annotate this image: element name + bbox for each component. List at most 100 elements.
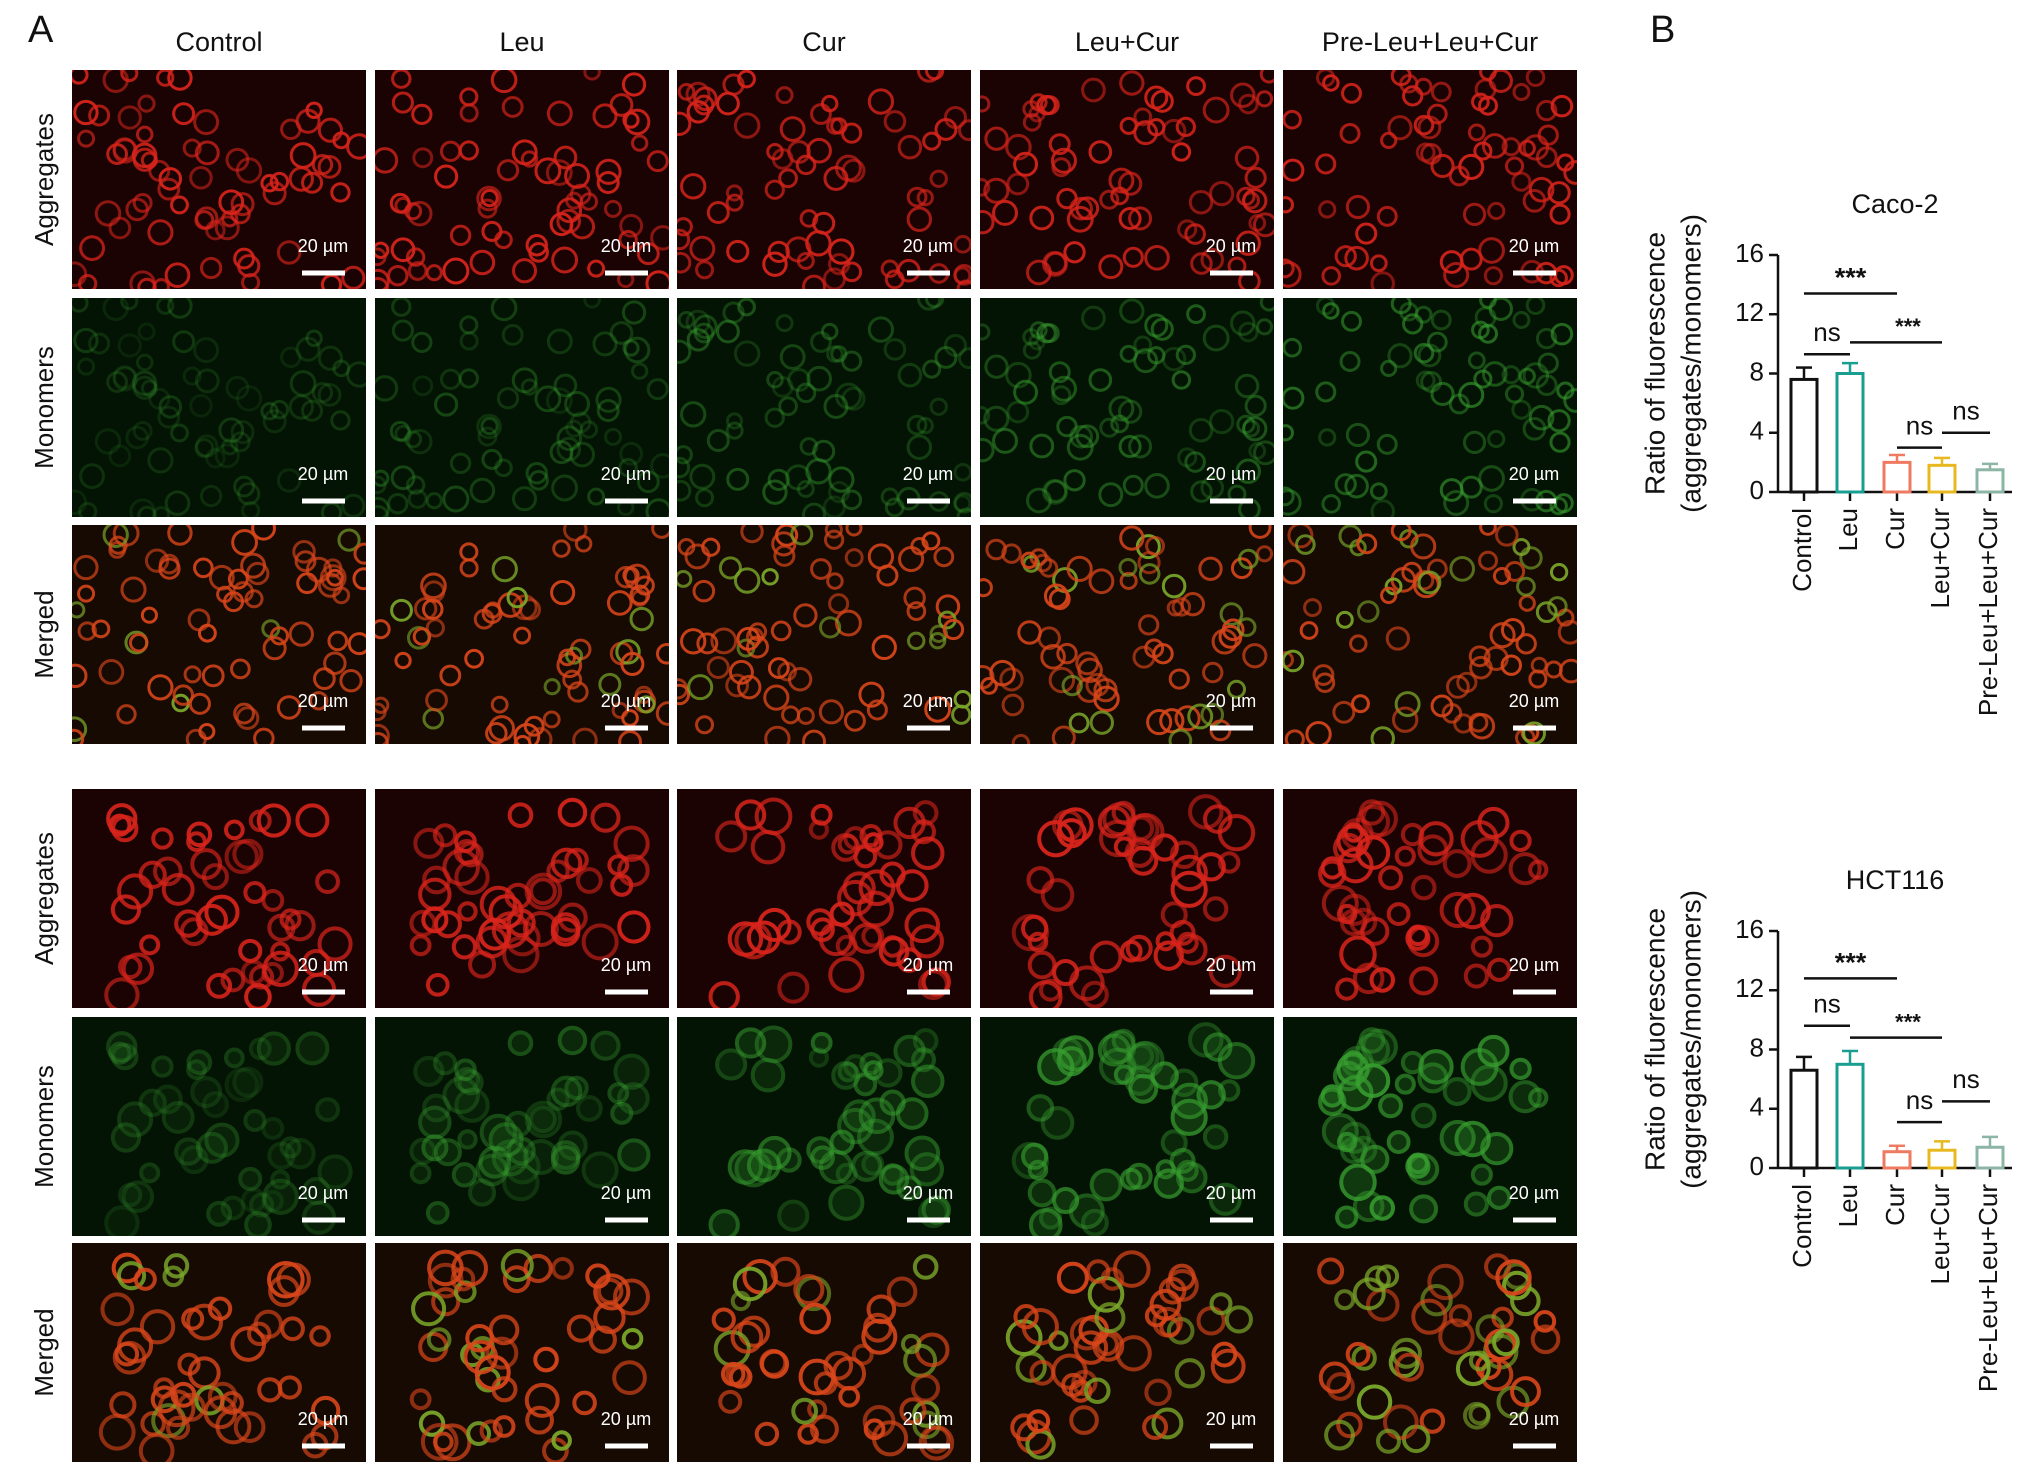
cell <box>553 373 578 398</box>
cell <box>1510 1376 1541 1408</box>
cell <box>1335 1205 1359 1229</box>
cell <box>102 298 129 321</box>
cell <box>194 210 215 230</box>
cell <box>1483 494 1503 514</box>
cell <box>1117 171 1143 196</box>
micrograph: 20 µm <box>980 1017 1274 1236</box>
cell <box>617 1082 650 1115</box>
cell <box>1525 298 1546 315</box>
cell <box>418 1105 452 1140</box>
y-tick-label: 12 <box>1735 973 1764 1003</box>
cell <box>1217 813 1256 852</box>
cell <box>1335 977 1359 1001</box>
cell <box>545 387 573 414</box>
cell <box>110 1122 142 1153</box>
cell <box>1122 246 1144 268</box>
cell <box>511 486 538 512</box>
cell <box>677 445 693 465</box>
cell <box>375 619 391 640</box>
cell <box>677 217 693 237</box>
cell <box>1088 568 1115 595</box>
cell <box>1236 414 1256 435</box>
cell <box>267 1141 296 1170</box>
cell <box>1037 820 1075 858</box>
cell <box>680 173 707 200</box>
cell <box>1081 77 1106 103</box>
cell <box>1066 555 1093 582</box>
cell <box>172 102 196 126</box>
cell <box>1467 351 1486 370</box>
cell <box>906 434 933 460</box>
cell <box>1202 96 1230 124</box>
row-label: Monomers <box>29 1065 59 1188</box>
cell <box>1150 317 1174 341</box>
cell <box>457 841 484 868</box>
micrograph: 20 µm <box>980 70 1274 289</box>
cell <box>1370 726 1395 744</box>
cell <box>172 330 196 354</box>
cell <box>251 525 277 541</box>
cell <box>1391 706 1419 733</box>
cell <box>777 1199 810 1232</box>
cell <box>916 298 942 311</box>
cell <box>295 1031 330 1066</box>
cell <box>121 952 155 985</box>
cell <box>1518 367 1536 385</box>
significance-label: *** <box>1895 1009 1921 1034</box>
cell <box>148 159 171 182</box>
cell <box>677 479 692 502</box>
micrograph: 20 µm <box>677 525 971 744</box>
cell <box>587 487 606 506</box>
cell <box>1242 419 1261 438</box>
cell <box>158 557 181 580</box>
cell <box>78 274 98 289</box>
cell <box>553 145 578 170</box>
cell <box>490 695 509 714</box>
cells <box>677 298 971 517</box>
cell <box>1050 375 1077 402</box>
cell <box>1202 896 1229 922</box>
cell <box>289 142 317 169</box>
cell <box>858 869 896 907</box>
scale-bar-label: 20 µm <box>903 464 953 484</box>
cell <box>1040 644 1066 670</box>
cell <box>511 258 538 284</box>
cell <box>677 683 691 706</box>
cell <box>425 973 450 997</box>
cell <box>1443 489 1470 516</box>
micrograph: 20 µm <box>375 298 669 517</box>
cell <box>406 428 433 455</box>
cell <box>1426 331 1448 353</box>
cell <box>533 1346 559 1373</box>
cell <box>835 382 862 410</box>
cell <box>730 1320 764 1354</box>
cell <box>1226 679 1247 699</box>
cell <box>1128 434 1153 459</box>
cell <box>808 819 829 840</box>
significance-label: *** <box>1835 948 1867 978</box>
cell <box>1550 94 1574 118</box>
cell <box>1230 310 1256 336</box>
cell <box>1238 93 1259 115</box>
cells <box>409 1248 650 1462</box>
cell <box>725 184 743 202</box>
cell <box>203 1395 238 1430</box>
cell <box>1334 1289 1356 1311</box>
cell <box>1462 202 1487 227</box>
cell <box>1471 92 1490 112</box>
cell <box>485 1336 519 1370</box>
cell <box>620 651 645 676</box>
cell <box>1145 535 1166 556</box>
cell <box>563 525 588 542</box>
cell <box>1122 474 1144 496</box>
cell <box>1056 415 1078 438</box>
cell <box>1013 1303 1039 1330</box>
cell <box>1299 621 1319 640</box>
cell <box>1126 812 1165 851</box>
cell <box>112 366 138 392</box>
micrograph-background <box>72 70 366 289</box>
cell <box>111 1042 139 1071</box>
cell <box>1471 320 1490 340</box>
cell <box>558 648 577 667</box>
cell <box>1407 1153 1440 1186</box>
